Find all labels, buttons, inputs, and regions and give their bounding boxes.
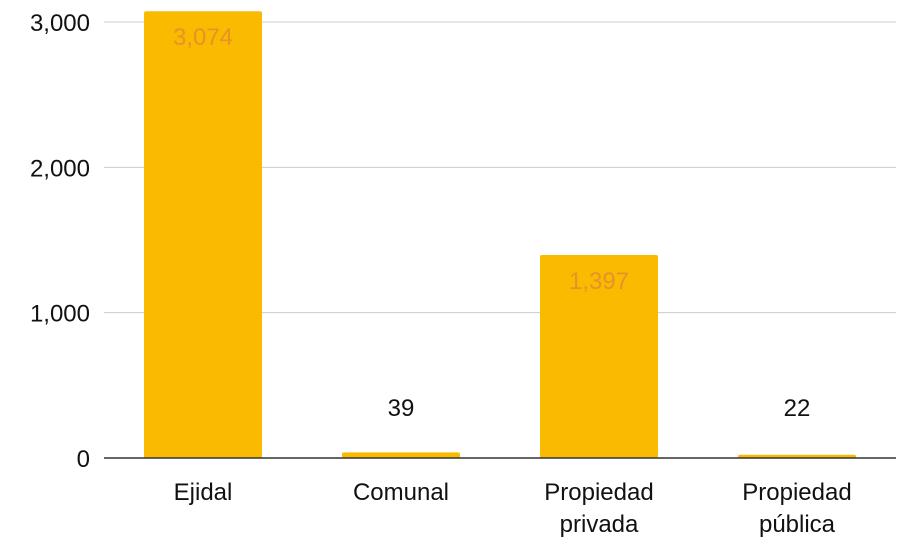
x-axis-category-labels: Ejidal Comunal Propiedad privada Propiedad pú… (174, 479, 852, 538)
y-axis-tick-labels: 0 1,000 2,000 3,000 (30, 10, 90, 473)
y-tick-label: 0 (77, 446, 90, 473)
bars (144, 11, 856, 459)
bar-1 (342, 452, 460, 458)
category-label: Propiedad (544, 479, 653, 506)
bar-0 (144, 11, 262, 459)
data-labels: 3,074 39 1,397 22 (173, 24, 810, 422)
category-label: Propiedad (742, 479, 851, 506)
y-tick-label: 3,000 (30, 10, 90, 37)
data-label-2: 1,397 (569, 268, 629, 295)
bar-3 (738, 454, 856, 458)
data-label-1: 39 (388, 395, 415, 422)
y-tick-label: 2,000 (30, 155, 90, 182)
y-tick-label: 1,000 (30, 301, 90, 328)
data-label-0: 3,074 (173, 24, 233, 51)
data-label-3: 22 (784, 395, 811, 422)
category-label: privada (560, 511, 639, 538)
category-label: Comunal (353, 479, 449, 506)
category-label: pública (759, 511, 836, 538)
category-label: Ejidal (174, 479, 233, 506)
bar-2 (540, 254, 658, 458)
